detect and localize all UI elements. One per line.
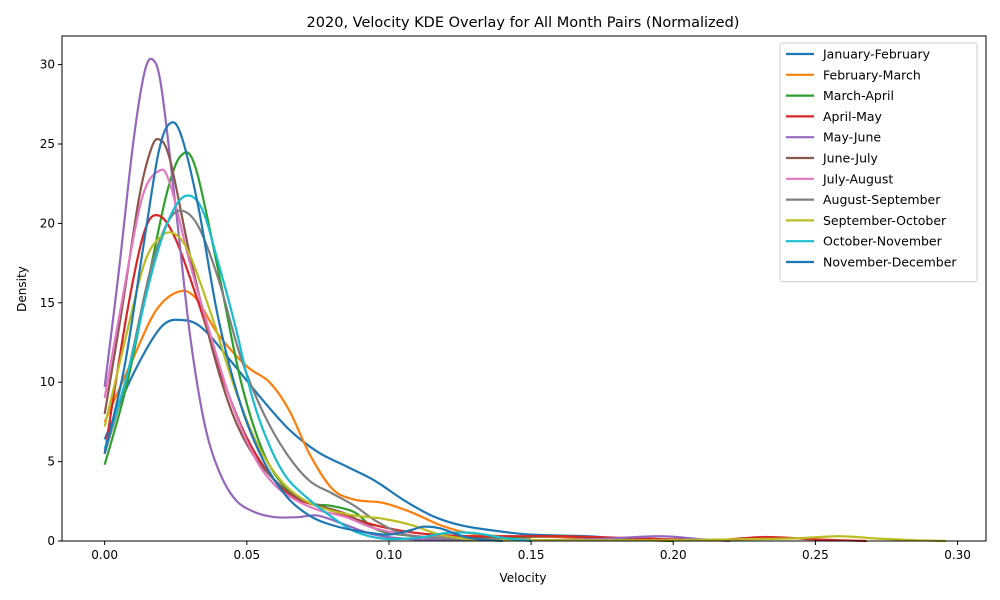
legend-label: November-December — [823, 255, 957, 270]
x-tick-label: 0.30 — [944, 548, 971, 562]
y-axis-label: Density — [15, 266, 29, 312]
legend: January-February February-March March-Apri… — [779, 42, 978, 283]
y-tick-label: 25 — [40, 137, 55, 151]
y-tick-label: 10 — [40, 375, 55, 389]
legend-label: January-February — [822, 47, 931, 62]
series-line — [103, 168, 532, 542]
x-tick-label: 0.00 — [91, 548, 118, 562]
legend-label: June-July — [822, 151, 879, 166]
y-tick-label: 30 — [40, 58, 55, 72]
chart-title: 2020, Velocity KDE Overlay for All Month… — [307, 15, 740, 31]
x-tick-label: 0.10 — [376, 548, 403, 562]
y-tick-label: 5 — [47, 455, 55, 469]
series-line — [103, 231, 947, 543]
series-line — [103, 194, 532, 543]
legend-label: March-April — [823, 88, 894, 103]
legend-label: August-September — [823, 192, 941, 207]
x-axis-label: Velocity — [499, 571, 546, 585]
x-tick-label: 0.25 — [802, 548, 829, 562]
legend-label: July-August — [822, 171, 893, 186]
legend-label: February-March — [823, 67, 921, 82]
x-axis: 0.00 0.05 0.10 0.15 0.20 0.25 0.30 — [91, 541, 971, 562]
plot-frame — [61, 35, 987, 542]
series-line — [103, 151, 674, 543]
legend-label: October-November — [823, 234, 943, 249]
series-line — [103, 318, 674, 542]
x-tick-label: 0.15 — [518, 548, 545, 562]
series-line — [103, 137, 532, 541]
x-tick-label: 0.05 — [233, 548, 260, 562]
legend-label: September-October — [823, 213, 947, 228]
series-line — [103, 209, 503, 542]
legend-box — [779, 42, 978, 283]
y-tick-label: 15 — [40, 296, 55, 310]
legend-label: April-May — [823, 109, 883, 124]
plot-lines — [103, 57, 947, 543]
y-tick-label: 20 — [40, 216, 55, 230]
legend-label: May-June — [823, 130, 881, 145]
y-tick-label: 0 — [47, 534, 55, 548]
y-axis: 0 5 10 15 20 25 30 — [40, 58, 62, 548]
series-line — [103, 121, 503, 543]
x-tick-label: 0.20 — [660, 548, 687, 562]
